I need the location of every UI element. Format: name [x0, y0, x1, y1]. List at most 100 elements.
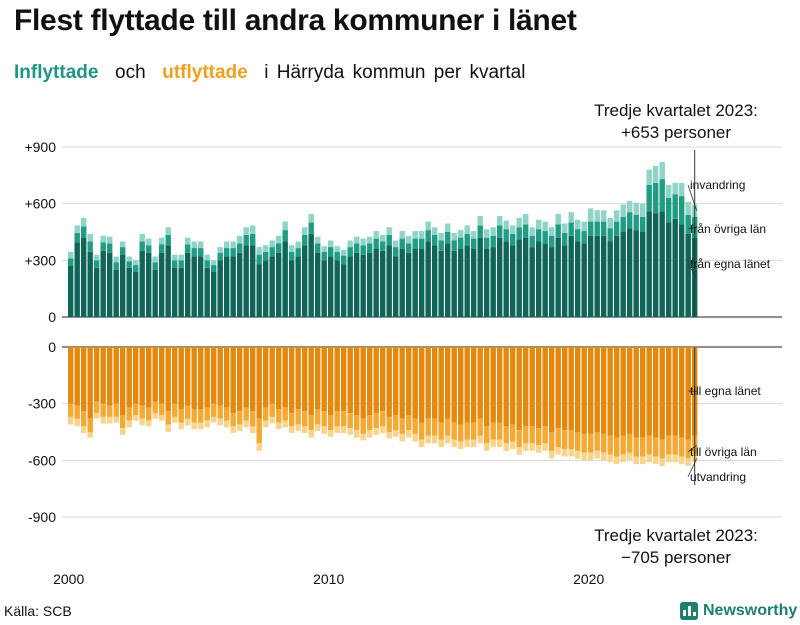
bar-invandring — [68, 251, 74, 259]
bar-utvandring — [438, 439, 444, 448]
bar-fran-egna-lanet — [100, 250, 106, 317]
bar-fran-egna-lanet — [607, 241, 613, 317]
bar-utvandring — [230, 426, 236, 433]
bar-fran-egna-lanet — [601, 235, 607, 317]
bar-utvandring — [81, 426, 87, 433]
label-connector — [687, 184, 698, 211]
bar-fran-egna-lanet — [516, 239, 522, 317]
bar-till-ovriga-lan — [445, 418, 451, 436]
bar-fran-ovriga-lan — [211, 265, 217, 272]
bar-fran-ovriga-lan — [412, 238, 418, 249]
bar-fran-egna-lanet — [367, 252, 373, 317]
bar-fran-egna-lanet — [653, 213, 659, 317]
bar-till-ovriga-lan — [568, 430, 574, 449]
annotation-bottom-line2: −705 personer — [620, 548, 732, 567]
bar-invandring — [237, 235, 243, 244]
bar-utvandring — [510, 441, 516, 449]
bar-fran-egna-lanet — [302, 245, 308, 317]
bar-fran-ovriga-lan — [367, 243, 373, 253]
bar-fran-egna-lanet — [549, 247, 555, 317]
bar-till-ovriga-lan — [614, 437, 620, 457]
bar-till-ovriga-lan — [529, 426, 535, 444]
bar-till-ovriga-lan — [458, 424, 464, 442]
bar-till-ovriga-lan — [152, 401, 158, 414]
bar-till-ovriga-lan — [451, 422, 457, 440]
bar-utvandring — [328, 430, 334, 437]
bar-till-egna-lanet — [620, 347, 626, 436]
series-label-top: från egna länet — [690, 257, 771, 271]
bar-till-egna-lanet — [601, 347, 607, 434]
bar-invandring — [334, 246, 340, 252]
bar-fran-egna-lanet — [685, 233, 691, 317]
bar-fran-ovriga-lan — [139, 241, 145, 251]
bar-fran-ovriga-lan — [256, 254, 262, 265]
bar-invandring — [341, 249, 347, 256]
bar-fran-ovriga-lan — [581, 231, 587, 244]
bar-till-egna-lanet — [243, 347, 249, 408]
bar-fran-egna-lanet — [386, 245, 392, 317]
label-connector — [687, 458, 698, 478]
bar-till-egna-lanet — [432, 347, 438, 419]
bar-fran-egna-lanet — [139, 250, 145, 317]
bar-till-ovriga-lan — [412, 418, 418, 434]
bar-invandring — [230, 241, 236, 249]
bar-utvandring — [269, 416, 275, 424]
bar-fran-egna-lanet — [555, 237, 561, 317]
bar-utvandring — [237, 424, 243, 432]
bar-utvandring — [380, 426, 386, 433]
bar-till-ovriga-lan — [139, 405, 145, 419]
bar-till-egna-lanet — [347, 347, 353, 414]
bar-invandring — [594, 210, 600, 222]
bar-utvandring — [601, 452, 607, 461]
bar-utvandring — [204, 420, 210, 428]
bar-fran-ovriga-lan — [588, 221, 594, 236]
bar-till-ovriga-lan — [627, 433, 633, 453]
bar-fran-egna-lanet — [445, 243, 451, 317]
bar-fran-egna-lanet — [633, 230, 639, 317]
bar-till-egna-lanet — [640, 347, 646, 438]
bar-fran-egna-lanet — [230, 256, 236, 317]
bar-fran-ovriga-lan — [406, 243, 412, 253]
bar-fran-ovriga-lan — [393, 247, 399, 257]
bar-fran-ovriga-lan — [81, 226, 87, 238]
bar-invandring — [256, 247, 262, 255]
bar-utvandring — [614, 456, 620, 465]
bar-invandring — [646, 169, 652, 185]
bar-till-egna-lanet — [412, 347, 418, 419]
bar-fran-egna-lanet — [68, 266, 74, 317]
bar-invandring — [581, 221, 587, 232]
bar-fran-egna-lanet — [503, 241, 509, 317]
bar-invandring — [529, 227, 535, 236]
bar-utvandring — [685, 458, 691, 466]
bar-till-egna-lanet — [607, 347, 613, 436]
bar-till-ovriga-lan — [685, 439, 691, 459]
bar-fran-ovriga-lan — [562, 232, 568, 246]
bar-invandring — [607, 217, 613, 229]
bar-fran-ovriga-lan — [614, 221, 620, 236]
bar-invandring — [295, 241, 301, 249]
bar-till-ovriga-lan — [620, 435, 626, 455]
bar-fran-ovriga-lan — [679, 196, 685, 225]
bar-invandring — [497, 215, 503, 226]
bar-fran-ovriga-lan — [640, 216, 646, 232]
bar-fran-ovriga-lan — [497, 225, 503, 238]
bar-fran-ovriga-lan — [672, 194, 678, 219]
bar-utvandring — [458, 441, 464, 449]
bar-invandring — [464, 225, 470, 234]
bar-till-egna-lanet — [503, 347, 509, 427]
bar-fran-ovriga-lan — [471, 238, 477, 249]
bar-fran-egna-lanet — [191, 256, 197, 317]
bar-fran-egna-lanet — [120, 254, 126, 317]
bar-fran-ovriga-lan — [445, 232, 451, 244]
bar-utvandring — [295, 424, 301, 432]
bar-till-egna-lanet — [308, 347, 314, 415]
bar-invandring — [113, 256, 119, 263]
bar-fran-egna-lanet — [308, 233, 314, 317]
bar-till-egna-lanet — [367, 347, 373, 415]
bar-fran-ovriga-lan — [315, 243, 321, 253]
bar-invandring — [172, 254, 178, 261]
bar-utvandring — [471, 439, 477, 448]
bar-fran-ovriga-lan — [146, 245, 152, 253]
bar-invandring — [685, 201, 691, 215]
